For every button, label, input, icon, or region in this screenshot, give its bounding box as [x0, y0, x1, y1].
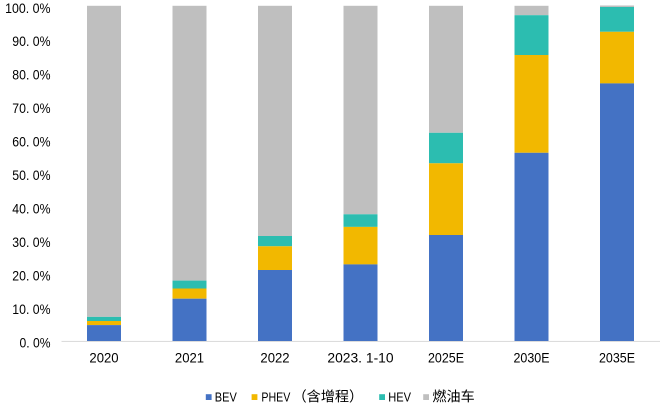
svg-text:2025E: 2025E [428, 349, 464, 365]
svg-text:50. 0%: 50. 0% [12, 168, 50, 183]
svg-text:HEV: HEV [388, 390, 411, 405]
svg-text:2022: 2022 [260, 349, 289, 365]
svg-text:2035E: 2035E [599, 349, 635, 365]
svg-text:70. 0%: 70. 0% [12, 101, 50, 116]
svg-text:10. 0%: 10. 0% [12, 302, 50, 317]
svg-text:80. 0%: 80. 0% [12, 68, 50, 83]
svg-text:90. 0%: 90. 0% [12, 34, 50, 49]
svg-text:2023. 1-10: 2023. 1-10 [327, 349, 393, 365]
svg-text:0. 0%: 0. 0% [20, 336, 51, 351]
svg-text:30. 0%: 30. 0% [12, 235, 50, 250]
svg-text:2021: 2021 [175, 349, 204, 365]
svg-text:PHEV: PHEV [261, 390, 290, 405]
svg-text:2020: 2020 [89, 349, 118, 365]
svg-text:20. 0%: 20. 0% [12, 269, 50, 284]
svg-text:40. 0%: 40. 0% [12, 202, 50, 217]
svg-text:2030E: 2030E [514, 349, 550, 365]
svg-text:60. 0%: 60. 0% [12, 135, 50, 150]
svg-text:100. 0%: 100. 0% [5, 1, 50, 16]
svg-text:BEV: BEV [215, 390, 237, 405]
